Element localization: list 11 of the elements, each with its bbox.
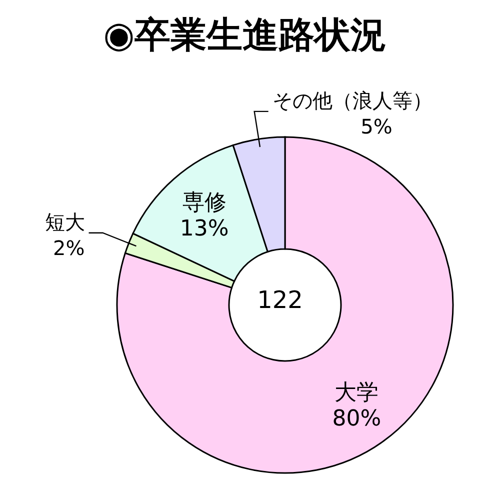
slice-label: その他（浪人等） <box>272 88 432 112</box>
text: 122 <box>257 286 303 314</box>
slice-label: 大学 <box>334 380 379 406</box>
donut-slice <box>116 136 454 474</box>
chart-title: ◉卒業生進路状況 <box>102 14 388 58</box>
slice-label: 短大 <box>44 210 85 234</box>
data-label: 80% <box>332 406 382 432</box>
data-label: 13% <box>180 216 229 242</box>
slice-label: 専修 <box>182 190 226 216</box>
data-label: 2% <box>53 236 85 260</box>
data-label: 5% <box>360 114 392 138</box>
